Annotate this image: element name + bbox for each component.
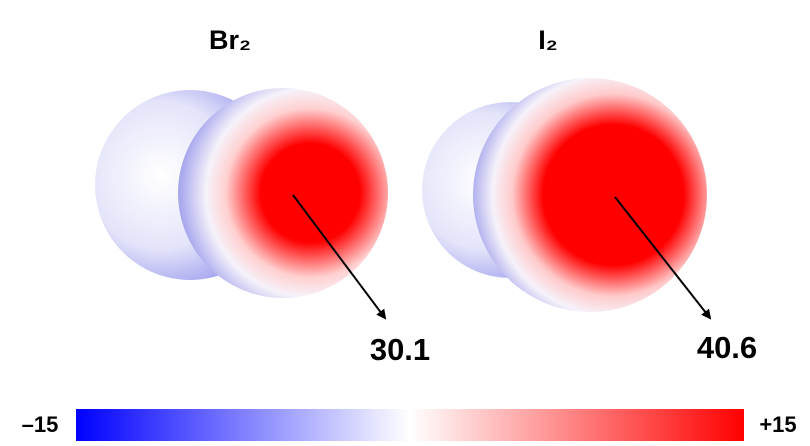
scale-min-label: –15 [22,412,59,437]
value-label: 40.6 [697,330,757,365]
molecule-label: I₂ [538,25,558,55]
color-scale-bar [76,409,744,441]
value-label: 30.1 [370,332,430,367]
scale-max-label: +15 [759,412,796,437]
molecule-label: Br₂ [209,25,251,55]
br2-surface [95,88,388,298]
diagram: Br₂ I₂ 30.1 40.6 –15 +15 [0,0,810,441]
i2-surface [422,78,707,312]
